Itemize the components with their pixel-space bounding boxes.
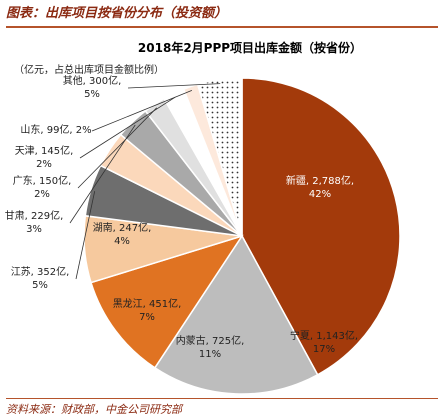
slice-percent-4: 5%	[32, 280, 48, 291]
leader-line-9	[91, 90, 193, 132]
slice-percent-7: 2%	[34, 189, 50, 200]
source-note: 资料来源：财政部，中金公司研究部	[6, 403, 182, 416]
slice-label-2: 内蒙古, 725亿,	[176, 334, 245, 347]
slice-label-7: 广东, 150亿,	[13, 174, 72, 187]
slice-percent-10: 5%	[84, 89, 100, 100]
slice-label-5: 湖南, 247亿,	[93, 221, 152, 234]
chart-subtitle: （亿元，占总出库项目金额比例）	[14, 63, 164, 76]
slice-label-1: 宁夏, 1,143亿,	[290, 329, 358, 342]
slice-percent-8: 2%	[36, 159, 52, 170]
pie-slice-1	[153, 234, 319, 395]
slice-label-9: 山东, 99亿, 2%	[20, 123, 91, 136]
slice-label-8: 天津, 145亿,	[15, 144, 74, 157]
slice-percent-3: 7%	[139, 312, 155, 323]
pie-slice-0	[241, 77, 401, 376]
figure-caption: 图表：出库项目按省份分布（投资额）	[6, 6, 228, 21]
leader-line-10	[127, 83, 221, 89]
caption-divider	[6, 26, 438, 28]
chart-title: 2018年2月PPP项目出库金额（按省份）	[138, 40, 362, 55]
slice-percent-2: 11%	[199, 349, 221, 360]
leader-line-8	[79, 96, 176, 159]
pie-slice-2	[90, 234, 244, 369]
leader-line-7	[77, 107, 157, 189]
slice-percent-0: 42%	[309, 189, 331, 200]
slice-label-10: 其他, 300亿,	[63, 74, 122, 87]
leader-line-4	[75, 191, 96, 280]
slice-label-6: 甘肃, 229亿,	[5, 209, 64, 222]
source-divider	[6, 398, 438, 399]
slice-percent-6: 3%	[26, 224, 42, 235]
leader-lines	[69, 83, 221, 280]
slice-label-4: 江苏, 352亿,	[11, 265, 70, 278]
slice-labels: 新疆, 2,788亿, 42% 宁夏, 1,143亿, 17% 内蒙古, 725亿, 11…	[5, 74, 358, 360]
slice-label-0: 新疆, 2,788亿,	[286, 174, 354, 187]
slice-percent-5: 4%	[114, 236, 130, 247]
pie-chart: 2018年2月PPP项目出库金额（按省份） （亿元，占总出库项目金额比例） 新疆…	[5, 40, 401, 395]
slice-label-3: 黑龙江, 451亿,	[113, 297, 182, 310]
slice-percent-1: 17%	[313, 344, 335, 355]
